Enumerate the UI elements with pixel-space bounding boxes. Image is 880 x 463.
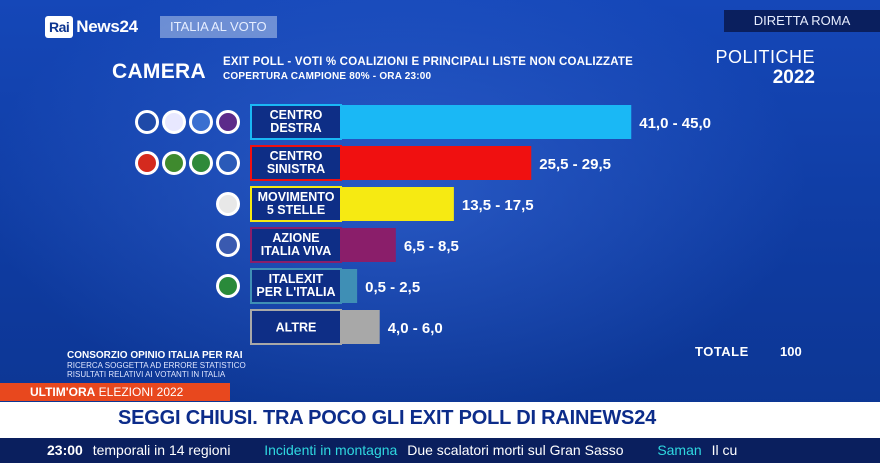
- bar: [341, 105, 632, 139]
- value-label: 6,5 - 8,5: [404, 238, 459, 255]
- ticker-item-1: temporali in 14 regioni: [92, 442, 231, 458]
- value-label: 13,5 - 17,5: [462, 197, 534, 214]
- category-label: 5 STELLE: [267, 203, 325, 217]
- breaking-news-tag: ULTIM'ORA ELEZIONI 2022: [0, 383, 230, 401]
- category-label: SINISTRA: [267, 162, 325, 176]
- category-label: MOVIMENTO: [258, 190, 335, 204]
- ticker-item-4: Saman: [657, 442, 702, 458]
- category-label: CENTRO: [270, 108, 323, 122]
- live-tag: DIRETTA ROMA: [724, 10, 880, 32]
- value-label: 4,0 - 6,0: [388, 320, 443, 337]
- topic-tag: ITALIA AL VOTO: [160, 16, 277, 38]
- news-ticker: 23:00 temporali in 14 regioni Incidenti …: [47, 442, 743, 458]
- party-logo-emblem: [219, 195, 237, 213]
- value-label: 41,0 - 45,0: [639, 115, 711, 132]
- ticker-item-5: Il cu: [711, 442, 738, 458]
- category-label: ITALEXIT: [269, 272, 324, 286]
- poll-note-voters: RISULTATI RELATIVI AI VOTANTI IN ITALIA: [67, 370, 226, 379]
- party-logo-icon: [162, 110, 186, 134]
- category-label: AZIONE: [272, 231, 319, 245]
- party-logo-emblem: [138, 154, 156, 172]
- category-label: ITALIA VIVA: [261, 244, 332, 258]
- logo-rai: Rai: [45, 16, 74, 38]
- ticker-time: 23:00: [47, 442, 83, 458]
- category-label: ALTRE: [276, 321, 317, 335]
- party-logo-icon: [162, 151, 186, 175]
- ticker-item-2: Incidenti in montagna: [264, 442, 398, 458]
- value-label: 25,5 - 29,5: [539, 156, 611, 173]
- news-ticker-bar: [0, 438, 880, 463]
- ticker-item-3: Due scalatori morti sul Gran Sasso: [407, 442, 624, 458]
- live-prefix: DIRETTA: [753, 13, 808, 28]
- rainews24-logo: Rai News24: [45, 14, 138, 40]
- party-logo-icon: [216, 233, 240, 257]
- bar: [341, 269, 358, 303]
- poll-note-error: RICERCA SOGGETTA AD ERRORE STATISTICO: [67, 361, 246, 370]
- bar: [341, 228, 396, 262]
- breaking-label: ULTIM'ORA: [30, 385, 96, 399]
- bar: [341, 310, 380, 344]
- election-year: 2022: [772, 67, 815, 88]
- party-logo-icon: [216, 192, 240, 216]
- party-logo-icon: [135, 110, 159, 134]
- total-label: TOTALE: [695, 344, 749, 359]
- bar: [341, 146, 532, 180]
- category-label: PER L'ITALIA: [256, 285, 335, 299]
- election-line1: POLITICHE: [715, 47, 815, 67]
- category-label: CENTRO: [270, 149, 323, 163]
- bar-row: ALTRE 4,0 - 6,0: [250, 309, 443, 345]
- party-logo-emblem: [219, 236, 237, 254]
- party-logo-icon: [189, 151, 213, 175]
- party-logo-emblem: [192, 113, 210, 131]
- party-logo-emblem: [219, 113, 237, 131]
- party-logo-emblem: [219, 277, 237, 295]
- party-logo-emblem: [165, 154, 183, 172]
- bar-label-box: [250, 145, 342, 181]
- party-logo-emblem: [192, 154, 210, 172]
- logo-news24: News24: [76, 17, 138, 36]
- bar: [341, 187, 454, 221]
- headline: SEGGI CHIUSI. TRA POCO GLI EXIT POLL DI …: [118, 407, 657, 429]
- total-value: 100: [780, 344, 802, 359]
- coverage-note: COPERTURA CAMPIONE 80% - ORA 23:00: [223, 71, 432, 82]
- poll-source: CONSORZIO OPINIO ITALIA PER RAI: [67, 350, 243, 361]
- headline-bar: [0, 402, 880, 438]
- value-label: 0,5 - 2,5: [365, 279, 420, 296]
- chart-subtitle: EXIT POLL - VOTI % COALIZIONI E PRINCIPA…: [223, 56, 633, 68]
- party-logo-icon: [216, 151, 240, 175]
- bar-label-box: [250, 227, 342, 263]
- party-logo-emblem: [165, 113, 183, 131]
- bar-label-box: [250, 104, 342, 140]
- election-title: POLITICHE 2022: [715, 48, 815, 87]
- party-logo-emblem: [219, 154, 237, 172]
- party-logo-icon: [216, 110, 240, 134]
- bar-label-box: [250, 186, 342, 222]
- bar-label-box: [250, 309, 342, 345]
- chamber-title: CAMERA: [112, 60, 206, 83]
- breaking-topic: ELEZIONI 2022: [98, 385, 184, 399]
- live-city: ROMA: [811, 13, 851, 28]
- party-logo-icon: [216, 274, 240, 298]
- bar-label-box: [250, 268, 342, 304]
- party-logo-icon: [189, 110, 213, 134]
- category-label: DESTRA: [270, 121, 321, 135]
- party-logo-emblem: [138, 113, 156, 131]
- party-logo-icon: [135, 151, 159, 175]
